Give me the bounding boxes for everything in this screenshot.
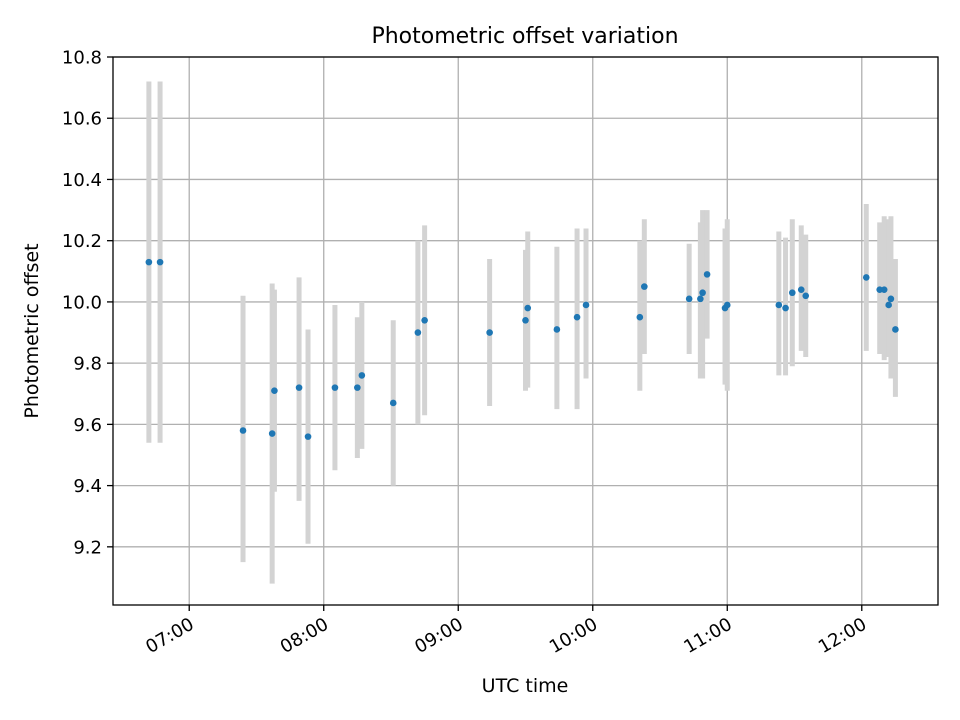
data-point bbox=[414, 329, 422, 336]
data-point bbox=[641, 283, 648, 290]
data-point bbox=[524, 304, 532, 312]
data-point bbox=[703, 271, 711, 278]
data-point bbox=[782, 304, 789, 312]
plot-frame bbox=[112, 56, 939, 606]
y-tick-label: 10.8 bbox=[62, 48, 102, 69]
data-point bbox=[271, 387, 278, 394]
data-point bbox=[880, 286, 888, 293]
data-point bbox=[389, 399, 397, 407]
data-point bbox=[885, 301, 892, 309]
data-point bbox=[522, 316, 529, 324]
data-points bbox=[145, 258, 899, 440]
data-point bbox=[268, 430, 276, 437]
data-point bbox=[887, 295, 895, 303]
data-point bbox=[775, 301, 783, 309]
y-tick-label: 9.2 bbox=[73, 537, 102, 558]
data-point bbox=[802, 292, 810, 300]
y-tick-label: 10.4 bbox=[62, 170, 102, 191]
data-point bbox=[797, 286, 805, 293]
y-tick-label: 10.0 bbox=[62, 292, 102, 313]
y-tick-label: 9.8 bbox=[73, 354, 102, 375]
data-point bbox=[582, 301, 590, 309]
y-tick-label: 10.6 bbox=[62, 109, 102, 130]
data-point bbox=[892, 326, 899, 333]
data-point bbox=[685, 295, 693, 303]
data-point bbox=[358, 372, 366, 379]
data-point bbox=[239, 427, 247, 434]
data-point bbox=[699, 289, 706, 297]
data-point bbox=[354, 384, 361, 391]
data-point bbox=[697, 295, 704, 303]
y-tick-label: 9.4 bbox=[73, 476, 102, 497]
data-point bbox=[421, 316, 428, 324]
data-point bbox=[553, 326, 561, 333]
data-point bbox=[145, 258, 153, 266]
data-point bbox=[862, 274, 870, 281]
data-point bbox=[723, 301, 731, 309]
data-point bbox=[156, 258, 164, 266]
data-point bbox=[636, 313, 644, 321]
y-tick-label: 9.6 bbox=[73, 415, 102, 436]
y-tick-label: 10.2 bbox=[62, 231, 102, 252]
data-point bbox=[788, 289, 796, 297]
chart-title: Photometric offset variation bbox=[371, 24, 678, 49]
data-point bbox=[304, 433, 312, 440]
x-axis-label: UTC time bbox=[482, 675, 569, 697]
y-axis-label: Photometric offset bbox=[21, 243, 43, 418]
data-point bbox=[573, 313, 581, 321]
data-point bbox=[486, 329, 493, 336]
data-point bbox=[331, 384, 339, 391]
data-point bbox=[295, 384, 303, 391]
